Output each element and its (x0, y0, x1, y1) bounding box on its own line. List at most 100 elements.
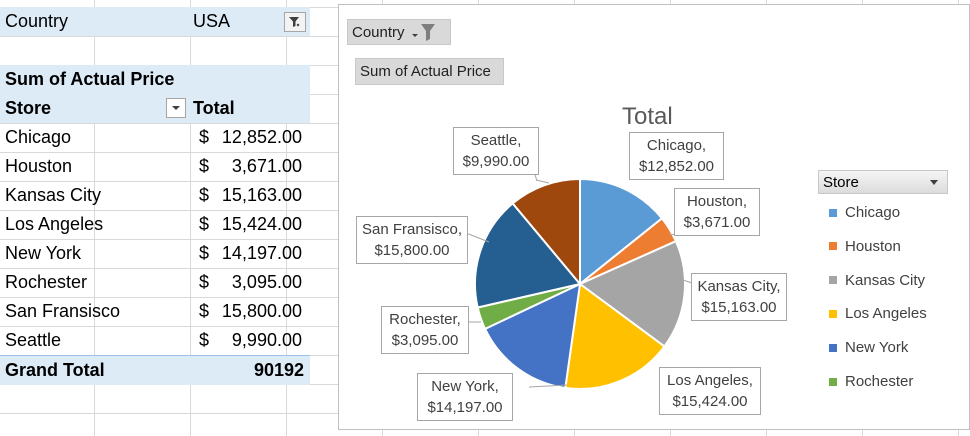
data-label-value: $3,671.00 (683, 214, 751, 231)
legend-item[interactable]: Los Angeles (829, 305, 927, 322)
legend-item[interactable]: Chicago (829, 204, 900, 221)
currency-symbol: $ (199, 185, 210, 205)
amount: 15,424.00 (221, 214, 302, 234)
data-label-name: Houston, (686, 193, 748, 210)
legend-swatch (829, 242, 837, 251)
table-row[interactable]: Rochester $3,095.00 (0, 268, 310, 297)
data-label[interactable]: Chicago, $12,852.00 (629, 132, 724, 180)
grand-total-label: Grand Total (5, 360, 105, 380)
legend-label: Los Angeles (845, 305, 927, 323)
pie-slice-new-york[interactable] (483, 282, 582, 390)
legend-swatch (829, 343, 837, 352)
pie-slice-los-angeles[interactable] (564, 282, 666, 390)
legend-swatch (829, 276, 837, 285)
legend-item[interactable]: Rochester (829, 373, 913, 390)
filter-row: Country USA (0, 7, 310, 36)
amount: 12,852.00 (221, 127, 302, 147)
pie-slice-seattle[interactable] (511, 177, 581, 287)
data-label[interactable]: San Fransisco, $15,800.00 (356, 216, 468, 264)
data-label-value: $15,424.00 (672, 393, 748, 410)
pie-slice-chicago[interactable] (579, 177, 664, 287)
amount: 3,095.00 (231, 272, 302, 292)
currency-symbol: $ (199, 156, 210, 176)
data-label[interactable]: Seattle, $9,990.00 (453, 127, 539, 175)
store-total: $15,163.00 (199, 185, 302, 206)
values-header: Sum of Actual Price (5, 69, 175, 89)
amount: 14,197.00 (221, 243, 302, 263)
sum-field-button[interactable]: Sum of Actual Price (355, 58, 504, 85)
grand-total-row: Grand Total 90192 (0, 355, 310, 385)
legend-item[interactable]: New York (829, 339, 908, 356)
data-label[interactable]: Rochester, $3,095.00 (381, 306, 469, 354)
store-dropdown-button[interactable] (166, 98, 186, 118)
store-name: New York (5, 243, 82, 263)
chart-title: Total (622, 103, 673, 130)
store-name: Chicago (5, 127, 72, 147)
country-filter-button[interactable] (284, 12, 306, 32)
data-label-value: $9,990.00 (462, 153, 530, 170)
store-total: $9,990.00 (199, 330, 302, 351)
amount: 15,800.00 (221, 301, 302, 321)
data-label-value: $12,852.00 (638, 158, 715, 175)
legend-label: Kansas City (845, 271, 926, 289)
leader-line (535, 179, 550, 184)
legend-swatch (829, 208, 837, 217)
currency-symbol: $ (199, 214, 210, 234)
sum-field-label: Sum of Actual Price (360, 63, 491, 80)
amount: 9,990.00 (231, 330, 302, 350)
table-row[interactable]: Los Angeles $15,424.00 (0, 210, 310, 239)
row-header-store: Store (5, 98, 52, 118)
leader-line (528, 384, 568, 388)
column-header-total: Total (193, 98, 235, 118)
country-field-label: Country (352, 23, 405, 41)
store-name: San Fransisco (5, 301, 121, 321)
legend-item[interactable]: Kansas City (829, 272, 925, 289)
store-total: $15,800.00 (199, 301, 302, 322)
store-name: Rochester (5, 272, 88, 292)
country-field-button[interactable]: Country (347, 19, 451, 45)
legend-title: Store (823, 173, 859, 191)
data-label-name: Rochester, (389, 311, 461, 328)
data-label-name: San Fransisco, (361, 221, 463, 238)
data-label[interactable]: Kansas City, $15,163.00 (691, 273, 787, 321)
legend-item[interactable]: Houston (829, 238, 901, 255)
chevron-down-icon (930, 180, 938, 185)
currency-symbol: $ (199, 272, 210, 292)
data-label-name: Kansas City, (697, 278, 781, 295)
table-row[interactable]: Houston $3,671.00 (0, 152, 310, 181)
table-row[interactable]: Kansas City $15,163.00 (0, 181, 310, 210)
chevron-down-icon (172, 106, 180, 110)
filter-value: USA (193, 11, 231, 31)
data-label-value: $3,095.00 (391, 332, 459, 349)
data-label[interactable]: Los Angeles, $15,424.00 (659, 367, 761, 415)
legend-store-dropdown[interactable]: Store (818, 170, 948, 194)
filter-funnel-icon (411, 24, 435, 41)
pie-slice-san-fransisco[interactable] (474, 202, 582, 309)
legend-swatch (829, 377, 837, 386)
data-label-value: $15,800.00 (374, 242, 450, 259)
pivot-chart[interactable]: Country Sum of Actual Price Total Chicag… (338, 4, 970, 430)
table-row[interactable]: New York $14,197.00 (0, 239, 310, 268)
currency-symbol: $ (199, 301, 210, 321)
pivot-table: Country USA Sum of Actual Price Store To… (0, 0, 310, 436)
data-label-value: $14,197.00 (427, 399, 503, 416)
table-row[interactable]: San Fransisco $15,800.00 (0, 297, 310, 326)
data-label-name: Seattle, (470, 132, 522, 149)
table-row[interactable]: Seattle $9,990.00 (0, 326, 310, 355)
legend-swatch (829, 309, 837, 318)
currency-symbol: $ (199, 127, 210, 147)
table-row[interactable]: Chicago $12,852.00 (0, 123, 310, 152)
store-name: Los Angeles (5, 214, 104, 234)
store-total: $3,095.00 (199, 272, 302, 293)
store-total: $12,852.00 (199, 127, 302, 148)
legend-label: New York (845, 339, 909, 357)
legend-label: Houston (845, 237, 901, 255)
currency-symbol: $ (199, 330, 210, 350)
currency-symbol: $ (199, 243, 210, 263)
data-label-value: $15,163.00 (701, 299, 777, 316)
pie-chart (463, 164, 745, 390)
data-label[interactable]: New York, $14,197.00 (417, 373, 513, 421)
pie-slice-kansas-city[interactable] (578, 239, 686, 348)
data-label[interactable]: Houston, $3,671.00 (674, 188, 760, 236)
values-header-row: Sum of Actual Price (0, 65, 310, 94)
